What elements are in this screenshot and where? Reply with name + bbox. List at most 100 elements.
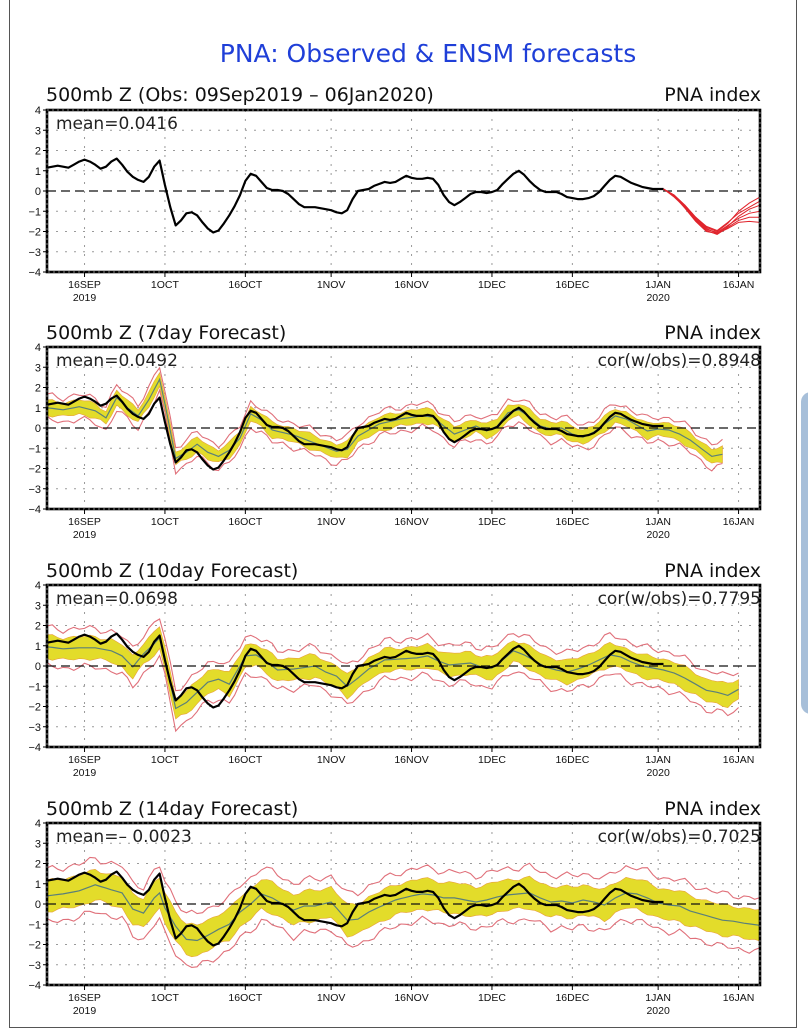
x-tick-sublabel: 2020 [646, 767, 670, 779]
x-tick-label: 16JAN [723, 516, 755, 528]
panel-title: 500mb Z (14day Forecast) [46, 798, 298, 820]
y-tick-label: 4 [35, 818, 41, 830]
ensemble-band [46, 626, 739, 720]
x-tick-label: 16NOV [394, 279, 428, 291]
panel-observed: 500mb Z (Obs: 09Sep2019 – 06Jan2020) PNA… [28, 84, 762, 304]
y-tick-label: 2 [35, 146, 41, 158]
ensemble-spread-lower [46, 654, 739, 733]
x-tick-label: 1JAN [645, 992, 671, 1004]
x-tick-label: 16NOV [394, 754, 428, 766]
y-tick-label: 4 [35, 105, 41, 117]
x-tick-label: 16DEC [555, 516, 589, 528]
y-tick-label: −4 [28, 504, 41, 516]
ensemble-member-line [663, 188, 761, 234]
y-tick-label: −1 [28, 443, 41, 455]
y-tick-label: −1 [28, 206, 41, 218]
x-tick-label: 16JAN [723, 754, 755, 766]
ensemble-mean-line [46, 884, 761, 942]
x-tick-label: 16JAN [723, 279, 755, 291]
ensemble-member-line [663, 188, 761, 233]
ensemble-spread-upper [46, 618, 739, 692]
y-tick-label: −1 [28, 681, 41, 693]
x-tick-label: 1NOV [317, 279, 346, 291]
ensemble-members [663, 188, 761, 236]
plot-frame-ticks [46, 109, 761, 273]
x-tick-label: 16NOV [394, 992, 428, 1004]
y-tick-label: 0 [35, 661, 41, 673]
x-tick-label: 1NOV [317, 516, 346, 528]
x-tick-label: 16OCT [228, 279, 262, 291]
x-tick-label: 1JAN [645, 754, 671, 766]
x-tick-sublabel: 2019 [73, 292, 97, 304]
x-tick-sublabel: 2020 [646, 292, 670, 304]
y-tick-label: 1 [35, 403, 41, 415]
y-tick-label: 0 [35, 186, 41, 198]
panel-right-title: PNA index [664, 798, 761, 820]
ensemble-spread-upper [46, 856, 761, 915]
x-tick-label: 16OCT [228, 516, 262, 528]
x-tick-label: 1DEC [478, 992, 506, 1004]
panel-right-title: PNA index [664, 84, 761, 106]
y-tick-label: −1 [28, 919, 41, 931]
x-tick-label: 16OCT [228, 754, 262, 766]
correlation-label: cor(w/obs)=0.7025 [598, 827, 761, 847]
panel-right-title: PNA index [664, 560, 761, 582]
mean-label: mean=0.0492 [56, 351, 178, 371]
x-tick-sublabel: 2019 [73, 767, 97, 779]
y-tick-label: −2 [28, 227, 41, 239]
x-tick-label: 16DEC [555, 279, 589, 291]
x-tick-label: 16DEC [555, 754, 589, 766]
plot-frame-ticks [46, 822, 761, 986]
ensemble-member-line [663, 188, 761, 232]
x-tick-label: 1OCT [151, 516, 180, 528]
panel-right-title: PNA index [664, 322, 761, 344]
chart-title: PNA: Observed & ENSM forecasts [220, 39, 636, 68]
y-tick-label: −2 [28, 940, 41, 952]
observed-line [46, 870, 664, 947]
y-tick-label: −3 [28, 484, 41, 496]
x-tick-label: 1OCT [151, 279, 180, 291]
x-tick-label: 16SEP [68, 279, 101, 291]
x-tick-label: 16SEP [68, 516, 101, 528]
y-tick-label: −4 [28, 980, 41, 992]
ensemble-spread-lower [46, 910, 761, 968]
panel-7day-forecast: 500mb Z (7day Forecast) PNA index mean=0… [28, 322, 762, 541]
side-scroll-tab[interactable] [801, 392, 808, 714]
observed-line [46, 394, 664, 471]
x-tick-label: 16SEP [68, 992, 101, 1004]
x-tick-label: 16OCT [228, 992, 262, 1004]
x-tick-label: 16SEP [68, 754, 101, 766]
x-tick-label: 1OCT [151, 754, 180, 766]
panel-title: 500mb Z (7day Forecast) [46, 322, 286, 344]
y-tick-label: 4 [35, 580, 41, 592]
x-tick-label: 16JAN [723, 992, 755, 1004]
x-tick-label: 16DEC [555, 992, 589, 1004]
y-tick-label: 1 [35, 166, 41, 178]
ensemble-spread-upper [46, 366, 723, 449]
x-tick-label: 1DEC [478, 754, 506, 766]
plot-frame-ticks [46, 346, 761, 510]
correlation-label: cor(w/obs)=0.7795 [598, 589, 761, 609]
observed-line [46, 632, 664, 709]
mean-label: mean=– 0.0023 [56, 827, 192, 847]
x-tick-sublabel: 2019 [73, 1005, 97, 1017]
observed-line [46, 157, 664, 234]
x-tick-label: 1NOV [317, 992, 346, 1004]
y-tick-label: 1 [35, 879, 41, 891]
y-tick-label: −4 [28, 742, 41, 754]
y-tick-label: 2 [35, 621, 41, 633]
panel-title: 500mb Z (10day Forecast) [46, 560, 298, 582]
x-tick-label: 1NOV [317, 754, 346, 766]
x-tick-label: 1DEC [478, 516, 506, 528]
y-tick-label: 3 [35, 362, 41, 374]
ensemble-mean-line [46, 377, 723, 460]
y-tick-label: −3 [28, 722, 41, 734]
y-tick-label: −3 [28, 960, 41, 972]
x-tick-sublabel: 2019 [73, 529, 97, 541]
y-tick-label: 4 [35, 342, 41, 354]
x-tick-label: 1JAN [645, 516, 671, 528]
ensemble-member-line [663, 188, 761, 235]
x-tick-label: 1OCT [151, 992, 180, 1004]
y-tick-label: −3 [28, 247, 41, 259]
